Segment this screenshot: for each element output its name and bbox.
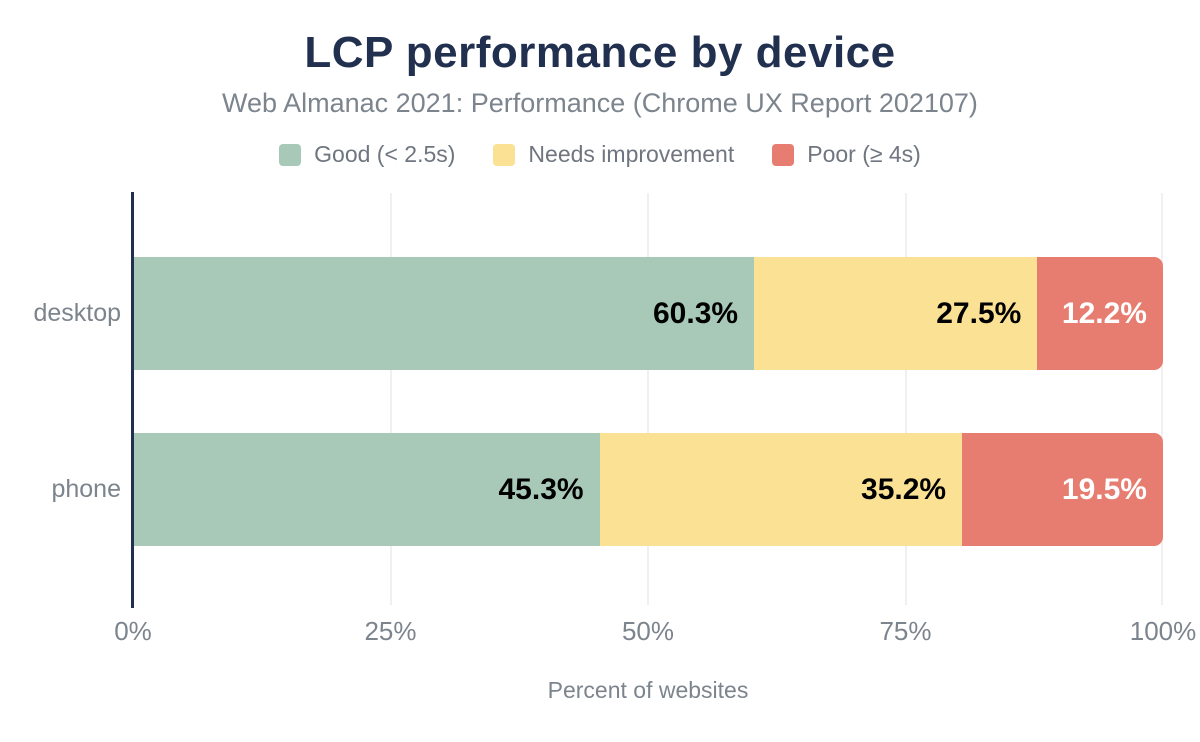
bar-segment-phone-good: 45.3% [133,433,600,546]
x-axis-ticks: 0% 25% 50% 75% 100% [114,616,1196,648]
chart-subtitle: Web Almanac 2021: Performance (Chrome UX… [222,88,978,118]
x-tick-25: 25% [364,616,417,646]
plot-area: 60.3% 27.5% 12.2% 45.3% 35.2% 19.5% [133,193,1163,605]
legend-label-good: Good (< 2.5s) [314,141,456,167]
bar-segment-desktop-poor: 12.2% [1037,257,1163,370]
x-tick-100: 100% [1129,616,1197,646]
legend-item-poor: Poor (≥ 4s) [772,141,921,168]
y-axis-label-desktop: desktop [33,299,121,327]
gridline-75 [904,193,907,605]
legend-label-poor: Poor (≥ 4s) [807,141,921,167]
gridline-50 [647,193,649,605]
legend-item-needs-improvement: Needs improvement [493,141,734,168]
bar-segment-desktop-needs-improvement: 27.5% [754,257,1038,370]
legend: Good (< 2.5s) Needs improvement Poor (≥ … [0,141,1200,168]
gridline-100 [1161,193,1163,605]
x-tick-75: 75% [879,616,932,646]
legend-label-needs-improvement: Needs improvement [528,141,735,167]
legend-swatch-poor-icon [772,143,795,166]
y-axis-label-phone: phone [51,475,121,503]
y-axis-line [131,192,134,608]
x-tick-50: 50% [621,616,675,646]
legend-swatch-needs-improvement-icon [493,143,516,166]
bar-phone: 45.3% 35.2% 19.5% [133,433,1163,546]
legend-item-good: Good (< 2.5s) [279,141,455,168]
x-axis-title: Percent of websites [547,677,749,703]
x-tick-0: 0% [114,616,152,646]
bar-segment-desktop-good: 60.3% [133,257,755,370]
bar-segment-phone-needs-improvement: 35.2% [599,433,963,546]
legend-swatch-good-icon [279,143,302,166]
chart-title: LCP performance by device [304,28,896,77]
bar-desktop: 60.3% 27.5% 12.2% [133,257,1163,370]
bar-segment-phone-poor: 19.5% [962,433,1163,546]
gridline-25 [389,193,392,605]
